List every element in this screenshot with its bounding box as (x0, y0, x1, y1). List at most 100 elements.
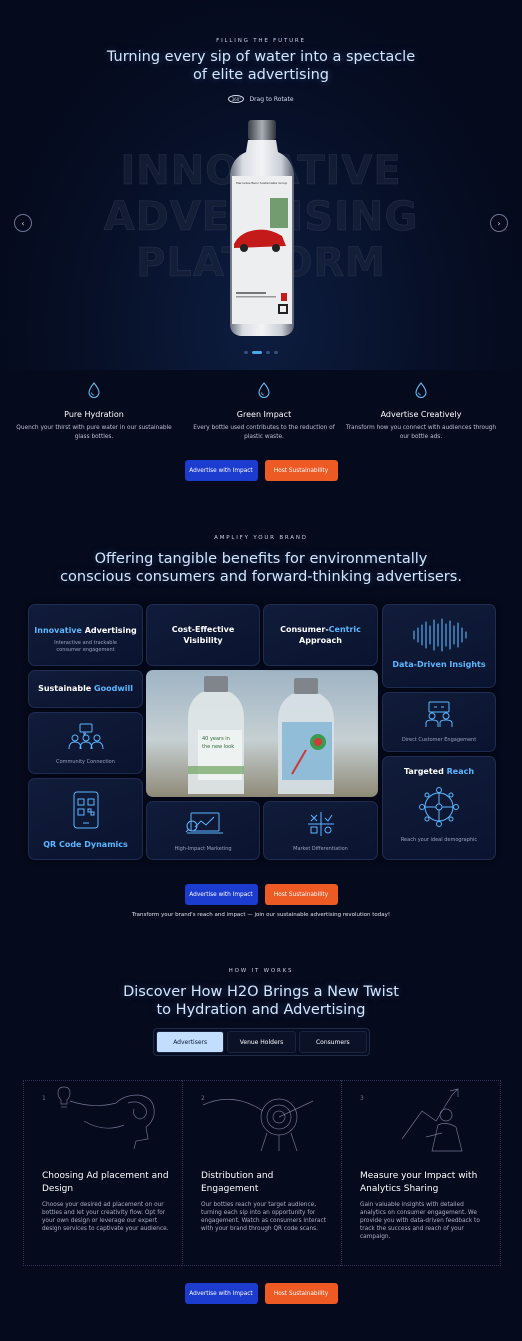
step-title: Distribution and Engagement (201, 1171, 274, 1194)
card-market-differentiation: Market Differentiation (263, 801, 378, 860)
hero-eyebrow: FILLING THE FUTURE (216, 38, 306, 44)
step-card: 3 Measure your Impact with Analytics Sha… (341, 1080, 501, 1266)
water-drop-icon (258, 382, 270, 398)
hero-headline-line1: Turning every sip of water into a specta… (106, 49, 416, 65)
benefits-headline: Offering tangible benefits for environme… (0, 550, 522, 586)
bottle-image: Mercedes Benz Sustainable Group (230, 120, 294, 336)
rotate-hint: 360° Drag to Rotate (0, 95, 522, 103)
benefits-tagline: Transform your brand's reach and impact … (131, 912, 391, 918)
feature-text: Transform how you connect with audiences… (345, 425, 497, 440)
feature-text: Every bottle used contributes to the red… (193, 425, 335, 440)
card-title: Data-Driven Insights (392, 660, 486, 669)
bottles-image: 40 years in the new look (188, 676, 334, 794)
card-title: Sustainable Goodwill (38, 684, 133, 693)
step-text: Choose your desired ad placement on our … (42, 1202, 169, 1232)
card-subtitle: Community Connection (56, 759, 115, 765)
card-community-connection: Community Connection (28, 712, 143, 774)
feature-green-impact: Green Impact Every bottle used contribut… (184, 382, 344, 441)
benefits-headline-line2: conscious consumers and forward-thinking… (60, 569, 462, 585)
carousel-dot-active[interactable] (252, 351, 262, 354)
card-data-driven-insights: Data-Driven Insights (382, 604, 496, 688)
card-qr-code-dynamics: QR Code Dynamics (28, 778, 143, 860)
chevron-left-icon: ‹ (21, 218, 25, 228)
card-innovative-advertising: Innovative Advertising Interactive and t… (28, 604, 143, 666)
tab-venue-holders[interactable]: Venue Holders (227, 1031, 296, 1053)
chevron-right-icon: › (497, 218, 501, 228)
card-cost-effective-visibility: Cost-Effective Visibility (146, 604, 260, 666)
advertise-with-impact-button[interactable]: Advertise with Impact (184, 460, 258, 481)
carousel-prev-button[interactable]: ‹ (14, 214, 32, 232)
target-network-icon (419, 787, 459, 827)
step-number: 3 (360, 1095, 364, 1102)
advertise-with-impact-button[interactable]: Advertise with Impact (184, 1283, 258, 1304)
card-subtitle: Direct Customer Engagement (401, 737, 477, 743)
card-subtitle: Reach your ideal demographic (400, 837, 478, 843)
customer-engagement-icon (425, 701, 453, 727)
carousel-dots (0, 351, 522, 354)
host-sustainability-button[interactable]: Host Sustainability (264, 460, 338, 481)
community-icon (68, 723, 103, 750)
how-cta-row: Advertise with Impact Host Sustainabilit… (0, 1283, 522, 1304)
card-subtitle: Market Differentiation (293, 846, 348, 852)
water-drop-icon (88, 382, 100, 398)
hero-headline-line2: of elite advertising (192, 67, 330, 83)
card-direct-customer-engagement: Direct Customer Engagement (382, 692, 496, 752)
carousel-next-button[interactable]: › (490, 214, 508, 232)
card-title: Consumer-Centric Approach (280, 625, 361, 645)
card-sustainable-goodwill: Sustainable Goodwill (28, 670, 143, 708)
card-high-impact-marketing: High-Impact Marketing (146, 801, 260, 860)
marketing-laptop-icon (185, 812, 223, 834)
how-headline-line1: Discover How H2O Brings a New Twist (123, 984, 399, 1000)
step-card: 1 Choosing Ad placement and Design Choos… (23, 1080, 182, 1266)
carousel-dot[interactable] (266, 351, 270, 354)
rotatable-bottle[interactable]: Mercedes Benz Sustainable Group (226, 118, 298, 340)
host-sustainability-button[interactable]: Host Sustainability (264, 1283, 338, 1304)
analytics-person-illustration (401, 1088, 463, 1152)
bottles-photo: 40 years in the new look (146, 670, 378, 797)
how-headline-line2: to Hydration and Advertising (156, 1002, 366, 1018)
benefits-eyebrow: AMPLIFY YOUR BRAND (214, 535, 308, 541)
step-card: 2 Distribution and Engagement Our bottle… (182, 1080, 341, 1266)
benefits-headline-line1: Offering tangible benefits for environme… (94, 551, 428, 567)
benefits-cta-row: Advertise with Impact Host Sustainabilit… (0, 884, 522, 905)
step-number: 1 (42, 1095, 46, 1102)
differentiation-grid-icon (307, 812, 334, 836)
hero-cta-row: Advertise with Impact Host Sustainabilit… (0, 460, 522, 481)
card-targeted-reach: Targeted Reach Reach your ideal demograp… (382, 756, 496, 860)
card-title: Innovative Advertising (34, 626, 137, 635)
feature-text: Quench your thirst with pure water in ou… (16, 425, 172, 440)
step-text: Gain valuable insights with detailed ana… (360, 1202, 480, 1240)
rotate-label: Drag to Rotate (249, 95, 294, 103)
steps-grid: 1 Choosing Ad placement and Design Choos… (23, 1080, 501, 1266)
feature-title: Green Impact (236, 410, 292, 419)
card-title: QR Code Dynamics (43, 840, 128, 849)
qr-code-icon (73, 791, 98, 829)
carousel-dot[interactable] (244, 351, 248, 354)
card-subtitle: Interactive and trackable consumer engag… (54, 640, 117, 653)
step-title: Choosing Ad placement and Design (42, 1171, 169, 1194)
feature-advertise-creatively: Advertise Creatively Transform how you c… (341, 382, 501, 441)
feature-pure-hydration: Pure Hydration Quench your thirst with p… (14, 382, 174, 441)
svg-text:the new look: the new look (202, 744, 234, 750)
feature-title: Pure Hydration (64, 410, 124, 419)
water-drop-icon (415, 382, 427, 398)
card-title: Targeted Reach (403, 767, 475, 776)
lightbulb-head-illustration (57, 1086, 155, 1150)
svg-text:40 years in: 40 years in (202, 736, 230, 742)
step-text: Our bottles reach your target audience, … (201, 1202, 326, 1232)
hero-headline: Turning every sip of water into a specta… (0, 48, 522, 84)
feature-title: Advertise Creatively (380, 410, 462, 419)
host-sustainability-button[interactable]: Host Sustainability (264, 884, 338, 905)
carousel-dot[interactable] (274, 351, 278, 354)
rotate-360-icon: 360° (228, 95, 245, 103)
how-headline: Discover How H2O Brings a New Twist to H… (0, 983, 522, 1019)
audience-tabs: Advertisers Venue Holders Consumers (153, 1028, 370, 1056)
step-number: 2 (201, 1095, 205, 1102)
advertise-with-impact-button[interactable]: Advertise with Impact (184, 884, 258, 905)
tab-consumers[interactable]: Consumers (298, 1031, 367, 1053)
card-subtitle: High-Impact Marketing (174, 846, 232, 852)
how-eyebrow: HOW IT WORKS (228, 968, 294, 974)
card-consumer-centric-approach: Consumer-Centric Approach (263, 604, 378, 666)
tab-advertisers[interactable]: Advertisers (156, 1031, 225, 1053)
card-title: Cost-Effective Visibility (171, 625, 235, 645)
